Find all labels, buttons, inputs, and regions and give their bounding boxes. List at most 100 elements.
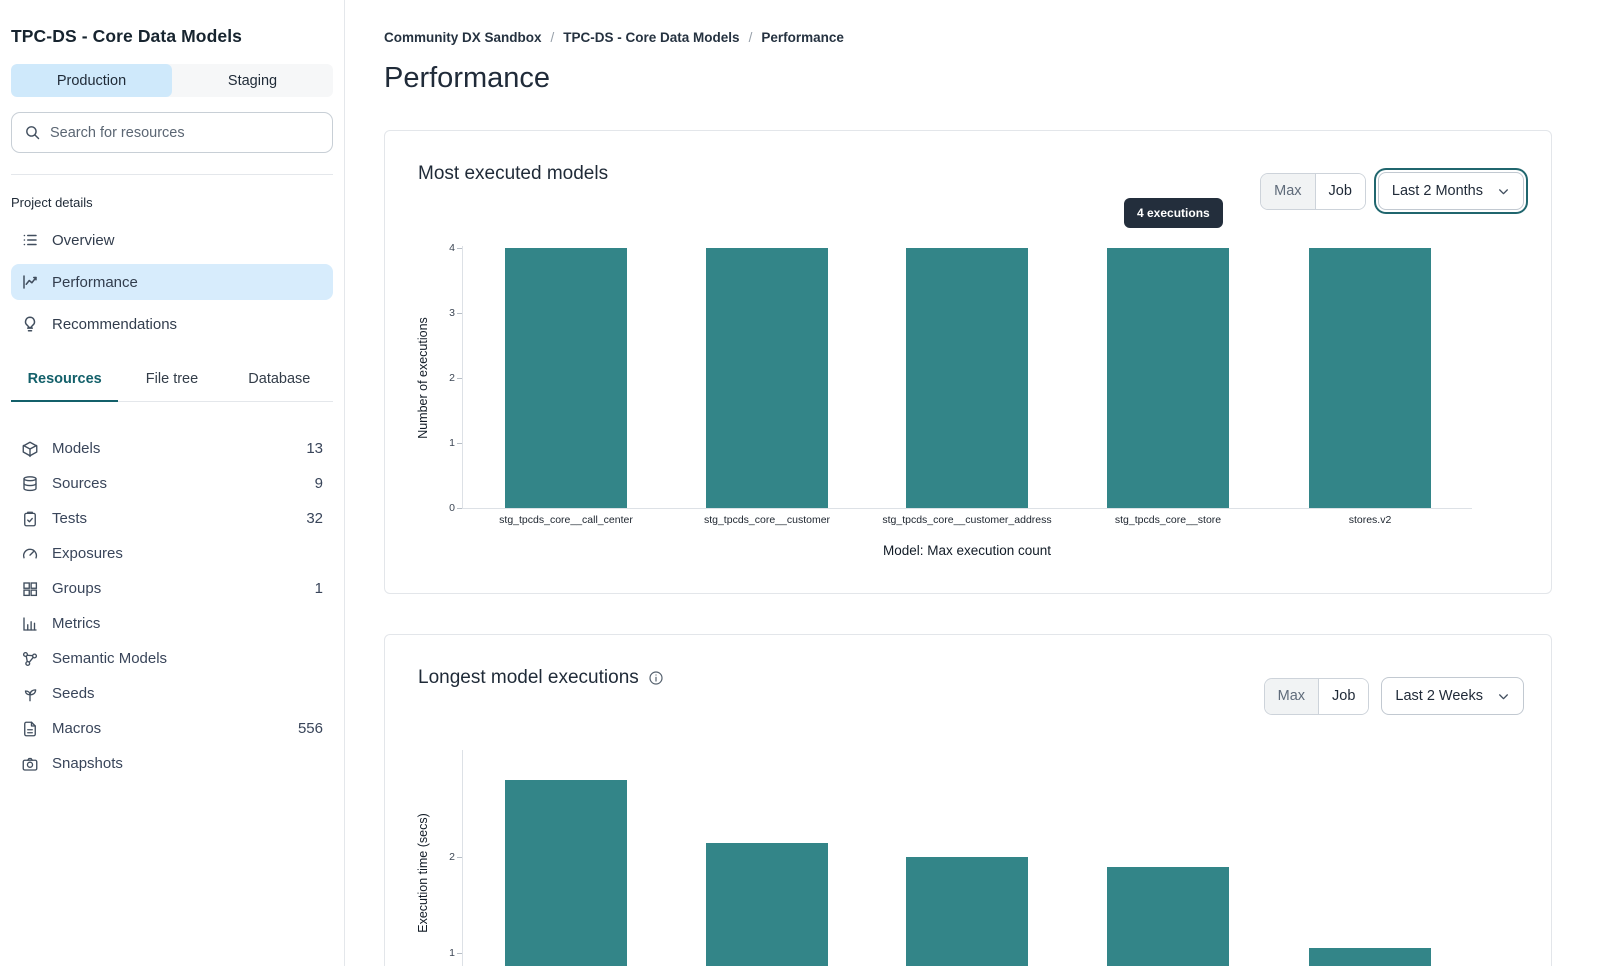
resource-label: Metrics: [52, 615, 101, 632]
y-axis-title: Execution time (secs): [416, 813, 430, 933]
x-axis-category-label: stg_tpcds_core__call_center: [499, 514, 633, 526]
bar[interactable]: [706, 248, 828, 508]
resource-row-macros[interactable]: Macros 556: [11, 711, 333, 746]
x-axis-category-label: stg_tpcds_core__customer_address: [882, 514, 1052, 526]
resource-row-groups[interactable]: Groups 1: [11, 571, 333, 606]
bar-tooltip: 4 executions: [1124, 198, 1223, 228]
y-tick-label: 4: [449, 242, 455, 254]
x-axis-category-label: stg_tpcds_core__customer: [703, 514, 831, 526]
resources-list: Models 13 Sources 9 Tests 32: [11, 431, 333, 781]
resource-label: Exposures: [52, 545, 123, 562]
resource-count: 1: [314, 580, 323, 597]
bar[interactable]: [906, 857, 1028, 966]
project-title: TPC-DS - Core Data Models: [11, 26, 242, 46]
project-details-label: Project details: [11, 195, 93, 210]
bar[interactable]: [505, 780, 627, 966]
resource-row-semantic-models[interactable]: Semantic Models: [11, 641, 333, 676]
chevron-down-icon: [1497, 185, 1510, 198]
job-button[interactable]: Job: [1315, 173, 1365, 209]
y-axis-line: [462, 750, 463, 966]
resource-row-snapshots[interactable]: Snapshots: [11, 746, 333, 781]
camera-icon: [21, 755, 39, 773]
env-production-button[interactable]: Production: [11, 64, 172, 97]
y-tick-label: 1: [449, 947, 455, 959]
resource-count: 556: [297, 720, 323, 737]
time-range-dropdown[interactable]: Last 2 Weeks: [1381, 677, 1524, 715]
resource-label: Groups: [52, 580, 102, 597]
resource-label: Tests: [52, 510, 88, 527]
list-icon: [21, 231, 39, 249]
search-icon: [24, 124, 41, 141]
main-content: Community DX Sandbox / TPC-DS - Core Dat…: [346, 0, 1621, 966]
cube-icon: [21, 440, 39, 458]
bar[interactable]: [706, 842, 828, 966]
sidebar-item-overview[interactable]: Overview: [11, 222, 333, 258]
env-staging-button[interactable]: Staging: [172, 64, 333, 97]
chart-controls: Max Job Last 2 Weeks: [1263, 677, 1524, 715]
info-icon[interactable]: [648, 670, 664, 686]
resource-row-seeds[interactable]: Seeds: [11, 676, 333, 711]
y-tick-mark: [457, 443, 462, 444]
bar[interactable]: [1309, 248, 1431, 508]
y-tick-label: 2: [449, 851, 455, 863]
lightbulb-icon: [21, 315, 39, 333]
resource-row-tests[interactable]: Tests 32: [11, 501, 333, 536]
search-input[interactable]: [50, 124, 320, 141]
bar[interactable]: [906, 248, 1028, 508]
bar[interactable]: [1309, 948, 1431, 966]
longest-model-executions-chart: Execution time (secs) 1 2: [385, 635, 1551, 966]
gauge-icon: [21, 545, 39, 563]
y-tick-label: 2: [449, 372, 455, 384]
x-axis-category-label: stg_tpcds_core__store: [1114, 514, 1222, 526]
bar[interactable]: [505, 248, 627, 508]
tab-file-tree[interactable]: File tree: [145, 371, 199, 387]
max-button[interactable]: Max: [1261, 173, 1316, 209]
longest-model-executions-card: Longest model executions Max Job Last 2 …: [384, 634, 1552, 966]
resource-label: Seeds: [52, 685, 95, 702]
database-icon: [21, 475, 39, 493]
chart-controls: Max Job Last 2 Months: [1260, 172, 1524, 210]
resource-count: 32: [306, 510, 323, 527]
max-job-toggle: Max Job: [1260, 172, 1366, 210]
resource-label: Sources: [52, 475, 108, 492]
resource-count: 13: [306, 440, 323, 457]
time-range-dropdown[interactable]: Last 2 Months: [1377, 172, 1524, 210]
page-title: Performance: [384, 62, 551, 94]
job-button[interactable]: Job: [1319, 678, 1369, 714]
nav-item-label: Recommendations: [52, 315, 178, 333]
y-tick-mark: [457, 248, 462, 249]
x-axis-line: [462, 508, 1472, 509]
breadcrumb-current: Performance: [761, 30, 844, 45]
y-tick-mark: [457, 508, 462, 509]
max-button[interactable]: Max: [1264, 678, 1320, 714]
breadcrumb-account-link[interactable]: Community DX Sandbox: [384, 30, 542, 45]
bar-chart-icon: [21, 615, 39, 633]
resource-label: Snapshots: [52, 755, 123, 772]
sidebar: TPC-DS - Core Data Models Production Sta…: [0, 0, 345, 966]
bar[interactable]: [1107, 248, 1229, 508]
most-executed-models-card: Most executed models Max Job Last 2 Mont…: [384, 130, 1552, 594]
tab-database[interactable]: Database: [248, 371, 311, 387]
bar[interactable]: [1107, 866, 1229, 966]
resource-row-sources[interactable]: Sources 9: [11, 466, 333, 501]
breadcrumb-separator: /: [550, 30, 555, 45]
resource-row-models[interactable]: Models 13: [11, 431, 333, 466]
sidebar-item-recommendations[interactable]: Recommendations: [11, 306, 333, 342]
sprout-icon: [21, 685, 39, 703]
sidebar-item-performance[interactable]: Performance: [11, 264, 333, 300]
resource-row-exposures[interactable]: Exposures: [11, 536, 333, 571]
y-tick-mark: [457, 378, 462, 379]
card-title: Longest model executions: [418, 667, 664, 689]
time-range-value: Last 2 Months: [1391, 183, 1483, 199]
breadcrumb-project-link[interactable]: TPC-DS - Core Data Models: [563, 30, 740, 45]
y-tick-mark: [457, 953, 462, 954]
resource-row-metrics[interactable]: Metrics: [11, 606, 333, 641]
document-icon: [21, 720, 39, 738]
x-axis-category-label: stores.v2: [1348, 514, 1392, 526]
sidebar-divider: [11, 174, 333, 175]
breadcrumb-separator: /: [748, 30, 753, 45]
search-box[interactable]: [11, 112, 333, 153]
tab-resources[interactable]: Resources: [11, 371, 119, 402]
y-tick-label: 0: [449, 502, 455, 514]
